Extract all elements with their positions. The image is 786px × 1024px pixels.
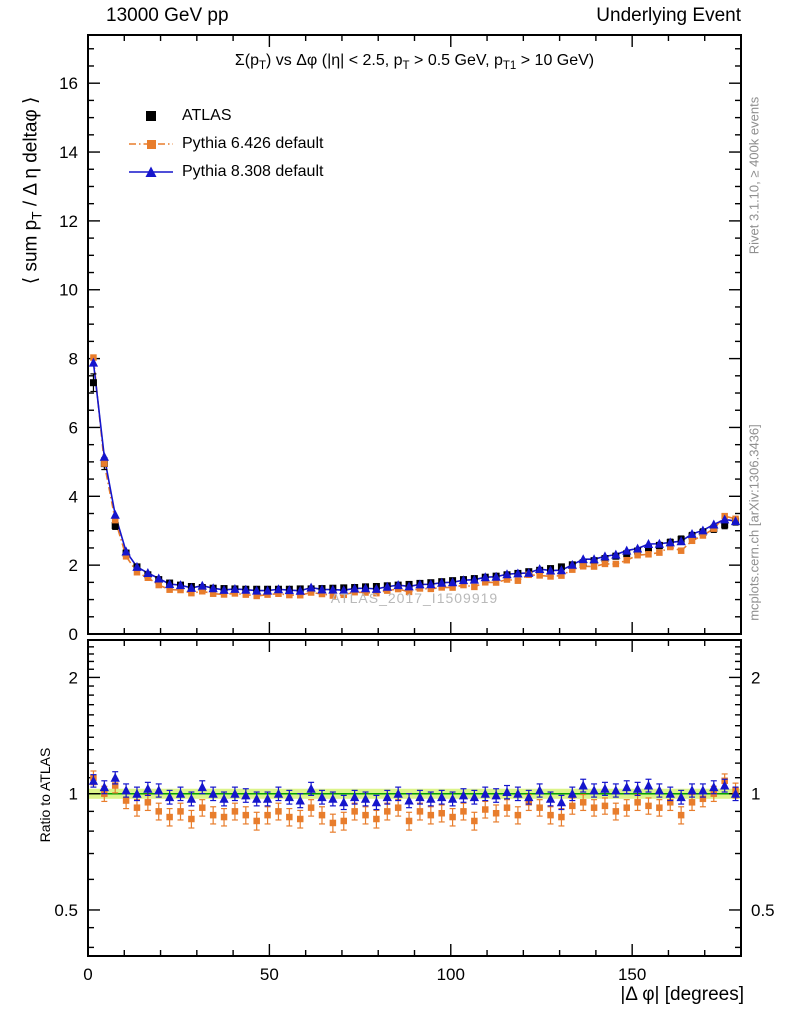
tick-label: 14 [59, 143, 78, 162]
beam-energy-label: 13000 GeV pp [106, 5, 229, 26]
pythia6-curve [92, 357, 736, 597]
analysis-id-watermark: ATLAS_2017_I1509919 [330, 590, 499, 606]
tick-label: 150 [618, 965, 646, 984]
x-axis-label: |Δ φ| [degrees] [620, 984, 744, 1005]
tick-label: 100 [437, 965, 465, 984]
tick-label: 10 [59, 281, 78, 300]
tick-label: 16 [59, 74, 78, 93]
tick-label: 0.5 [54, 901, 78, 920]
tick-label: 0 [69, 625, 78, 644]
plot-title: Σ(pT) vs Δφ (|η| < 2.5, pT > 0.5 GeV, pT… [234, 52, 595, 73]
tick-label: 12 [59, 212, 78, 231]
pythia8-ratio-points [88, 771, 741, 811]
tick-label: 2 [751, 668, 760, 687]
tick-label: 4 [69, 487, 78, 506]
legend-label-pythia6: Pythia 6.426 default [182, 135, 324, 152]
tick-label: 1 [751, 785, 760, 804]
legend-label-pythia8: Pythia 8.308 default [182, 163, 324, 180]
tick-label: 0.5 [751, 901, 775, 920]
legend: ATLAS Pythia 6.426 default Pythia 8.308 … [128, 102, 323, 186]
pythia6-points [90, 354, 739, 600]
tick-label: 2 [69, 556, 78, 575]
legend-item-pythia6: Pythia 6.426 default [128, 130, 323, 158]
atlas-marker-icon [146, 111, 156, 121]
legend-label-atlas: ATLAS [182, 107, 232, 124]
tick-label: 8 [69, 350, 78, 369]
axis-ticks [87, 35, 742, 956]
analysis-group-label: Underlying Event [596, 5, 741, 26]
tick-label: 50 [260, 965, 279, 984]
pythia6-marker-icon [129, 140, 173, 149]
legend-item-pythia8: Pythia 8.308 default [128, 158, 323, 186]
pythia8-points [88, 357, 741, 595]
atlas-points [89, 373, 740, 593]
ratio-unity-band [89, 788, 740, 799]
mcplots-credit-label: mcplots.cern.ch [arXiv:1306.3436] [746, 424, 762, 621]
main-y-axis-label: ⟨ sum pT / Δ η deltaφ ⟩ [20, 96, 45, 285]
tick-label: 2 [69, 668, 78, 687]
rivet-version-label: Rivet 3.1.10, ≥ 400k events [746, 96, 762, 255]
ratio-y-axis-label: Ratio to ATLAS [37, 747, 53, 843]
tick-label: 1 [69, 785, 78, 804]
tick-label: 6 [69, 418, 78, 437]
tick-label: 0 [83, 965, 92, 984]
legend-item-atlas: ATLAS [128, 102, 323, 130]
pythia8-marker-icon [129, 166, 173, 177]
